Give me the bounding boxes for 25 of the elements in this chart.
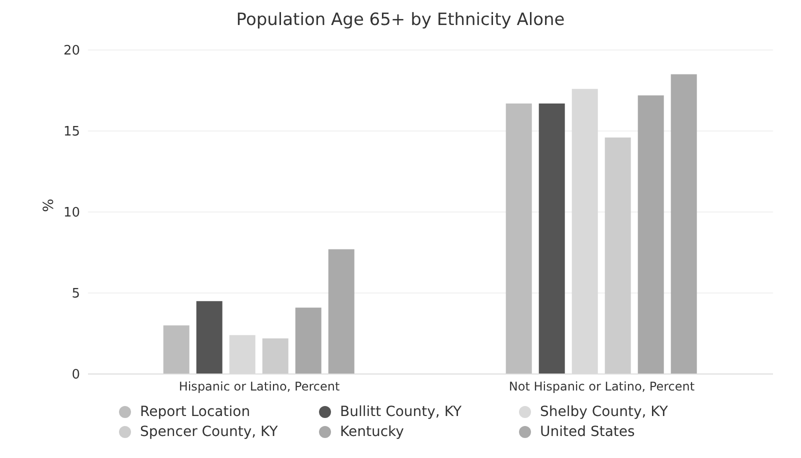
y-tick-label: 15 [63,124,80,140]
bar [670,74,697,374]
legend-label: Shelby County, KY [540,404,668,420]
y-tick-label: 5 [72,286,80,302]
legend-label: United States [540,424,635,440]
legend-label: Kentucky [340,424,404,440]
y-tick-label: 0 [72,368,80,383]
legend-label: Report Location [140,404,250,420]
bar [163,325,190,374]
x-tick-label: Not Hispanic or Latino, Percent [508,380,695,394]
bar [262,338,288,374]
bar [196,301,222,374]
bar [295,308,322,374]
y-tick-label: 10 [63,206,80,221]
bar [604,137,631,374]
bar [328,249,354,374]
legend-label: Spencer County, KY [140,424,278,440]
bar [506,103,532,374]
y-tick-label: 20 [63,44,80,59]
x-tick-label: Hispanic or Latino, Percent [178,380,340,394]
bar [638,95,664,374]
chart-title: Population Age 65+ by Ethnicity Alone [235,10,566,32]
bar [538,103,565,374]
y-axis-title: % [40,198,57,212]
legend-label: Bullitt County, KY [340,404,462,420]
